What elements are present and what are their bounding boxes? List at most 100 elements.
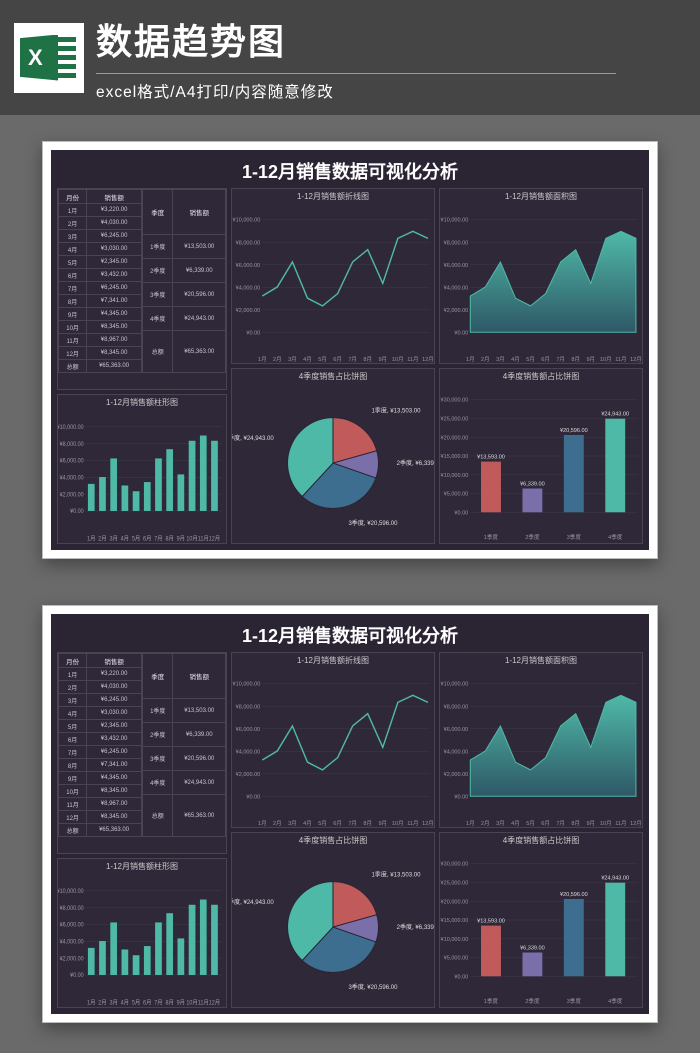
preview-card-1: 1-12月销售数据可视化分析 月份销售额1月¥3,220.002月¥4,030.… [42, 141, 658, 559]
svg-text:2季度: 2季度 [525, 533, 540, 541]
line-chart: 1-12月销售额折线图 ¥0.00¥2,000.00¥4,000.00¥6,00… [231, 652, 435, 828]
svg-text:6月: 6月 [143, 999, 151, 1006]
svg-text:5月: 5月 [526, 820, 535, 827]
svg-text:¥4,000.00: ¥4,000.00 [60, 940, 85, 946]
svg-text:4季度, ¥24,943.00: 4季度, ¥24,943.00 [232, 434, 274, 442]
line-chart: 1-12月销售额折线图 ¥0.00¥2,000.00¥4,000.00¥6,00… [231, 188, 435, 364]
svg-text:6月: 6月 [541, 356, 550, 363]
svg-text:¥2,000.00: ¥2,000.00 [236, 772, 261, 778]
svg-text:2月: 2月 [98, 535, 106, 542]
svg-text:6月: 6月 [333, 356, 342, 363]
svg-text:7月: 7月 [348, 356, 357, 363]
svg-text:2月: 2月 [98, 999, 106, 1006]
svg-text:¥15,000.00: ¥15,000.00 [441, 918, 469, 924]
svg-text:2季度, ¥6,339.00: 2季度, ¥6,339.00 [397, 923, 434, 931]
svg-text:¥10,000.00: ¥10,000.00 [441, 682, 469, 688]
svg-text:3季度: 3季度 [567, 997, 582, 1005]
svg-text:1季度, ¥13,503.00: 1季度, ¥13,503.00 [371, 406, 421, 414]
svg-text:11月: 11月 [615, 356, 626, 363]
sales-table: 月份销售额1月¥3,220.002月¥4,030.003月¥6,245.004月… [58, 189, 226, 373]
svg-text:¥2,000.00: ¥2,000.00 [444, 772, 469, 778]
svg-text:2月: 2月 [273, 356, 282, 363]
svg-text:¥8,000.00: ¥8,000.00 [60, 906, 85, 912]
svg-text:9月: 9月 [378, 356, 387, 363]
svg-text:6月: 6月 [333, 820, 342, 827]
svg-text:7月: 7月 [556, 820, 565, 827]
svg-text:2月: 2月 [481, 820, 490, 827]
svg-text:¥10,000.00: ¥10,000.00 [441, 937, 469, 943]
svg-text:1季度: 1季度 [484, 997, 499, 1005]
svg-text:7月: 7月 [348, 820, 357, 827]
dashboard: 1-12月销售数据可视化分析 月份销售额1月¥3,220.002月¥4,030.… [51, 150, 649, 550]
svg-text:¥0.00: ¥0.00 [454, 510, 468, 516]
preview-card-2: 1-12月销售数据可视化分析 月份销售额1月¥3,220.002月¥4,030.… [42, 605, 658, 1023]
svg-text:¥2,000.00: ¥2,000.00 [60, 956, 85, 962]
svg-text:10月: 10月 [392, 356, 404, 363]
svg-text:4季度, ¥24,943.00: 4季度, ¥24,943.00 [232, 898, 274, 906]
svg-text:¥4,000.00: ¥4,000.00 [444, 285, 469, 291]
svg-text:¥10,000.00: ¥10,000.00 [441, 218, 469, 224]
svg-text:1季度: 1季度 [484, 533, 499, 541]
svg-text:12月: 12月 [630, 820, 642, 827]
svg-text:¥5,000.00: ¥5,000.00 [444, 956, 469, 962]
svg-text:4月: 4月 [511, 356, 520, 363]
svg-text:¥13,593.00: ¥13,593.00 [477, 455, 505, 461]
excel-icon [14, 23, 84, 93]
svg-text:1月: 1月 [258, 356, 267, 363]
svg-text:¥8,000.00: ¥8,000.00 [236, 240, 261, 246]
svg-text:¥0.00: ¥0.00 [454, 794, 468, 800]
svg-text:1月: 1月 [87, 535, 95, 542]
data-table-panel: 月份销售额1月¥3,220.002月¥4,030.003月¥6,245.004月… [57, 652, 227, 854]
svg-text:7月: 7月 [556, 356, 565, 363]
header-subtitle: excel格式/A4打印/内容随意修改 [96, 80, 616, 102]
svg-text:11月: 11月 [198, 999, 209, 1006]
svg-text:1季度, ¥13,503.00: 1季度, ¥13,503.00 [371, 870, 421, 878]
monthly-bar-chart: 1-12月销售额柱形图 ¥0.00¥2,000.00¥4,000.00¥6,00… [57, 858, 227, 1008]
svg-text:12月: 12月 [209, 535, 220, 542]
svg-text:1月: 1月 [87, 999, 95, 1006]
svg-text:9月: 9月 [586, 356, 595, 363]
svg-text:8月: 8月 [165, 535, 173, 542]
svg-text:¥2,000.00: ¥2,000.00 [60, 492, 85, 498]
svg-text:3月: 3月 [496, 820, 505, 827]
svg-text:¥6,339.00: ¥6,339.00 [520, 481, 545, 487]
pie-chart: 4季度销售占比饼图 1季度, ¥13,503.002季度, ¥6,339.003… [231, 832, 435, 1008]
header-rule [96, 73, 616, 74]
svg-text:1月: 1月 [258, 820, 267, 827]
svg-text:¥0.00: ¥0.00 [70, 973, 84, 979]
svg-text:5月: 5月 [318, 356, 327, 363]
quarterly-bar-chart: 4季度销售额占比饼图 ¥0.00¥5,000.00¥10,000.00¥15,0… [439, 832, 643, 1008]
dashboard: 1-12月销售数据可视化分析 月份销售额1月¥3,220.002月¥4,030.… [51, 614, 649, 1014]
svg-text:¥8,000.00: ¥8,000.00 [444, 704, 469, 710]
svg-text:2季度, ¥6,339.00: 2季度, ¥6,339.00 [397, 459, 434, 467]
svg-text:11月: 11月 [407, 820, 418, 827]
svg-text:2季度: 2季度 [525, 997, 540, 1005]
svg-text:5月: 5月 [318, 820, 327, 827]
dashboard-title: 1-12月销售数据可视化分析 [51, 150, 649, 188]
area-chart: 1-12月销售额面积图 ¥0.00¥2,000.00¥4,000.00¥6,00… [439, 188, 643, 364]
svg-text:¥6,000.00: ¥6,000.00 [60, 923, 85, 929]
svg-text:¥4,000.00: ¥4,000.00 [236, 285, 261, 291]
svg-text:4月: 4月 [121, 535, 129, 542]
svg-text:¥24,943.00: ¥24,943.00 [601, 412, 629, 418]
svg-text:¥4,000.00: ¥4,000.00 [236, 749, 261, 755]
svg-text:5月: 5月 [132, 535, 140, 542]
svg-text:¥25,000.00: ¥25,000.00 [441, 416, 469, 422]
svg-text:¥20,000.00: ¥20,000.00 [441, 899, 469, 905]
svg-text:¥13,593.00: ¥13,593.00 [477, 919, 505, 925]
svg-text:¥20,596.00: ¥20,596.00 [560, 428, 588, 434]
svg-text:4月: 4月 [303, 356, 312, 363]
svg-text:¥2,000.00: ¥2,000.00 [444, 308, 469, 314]
svg-text:3季度: 3季度 [567, 533, 582, 541]
svg-text:8月: 8月 [363, 820, 372, 827]
svg-text:3月: 3月 [109, 535, 117, 542]
svg-text:¥6,000.00: ¥6,000.00 [444, 727, 469, 733]
svg-text:4月: 4月 [511, 820, 520, 827]
svg-text:¥8,000.00: ¥8,000.00 [444, 240, 469, 246]
svg-text:¥10,000.00: ¥10,000.00 [58, 889, 84, 895]
svg-text:3季度, ¥20,596.00: 3季度, ¥20,596.00 [348, 519, 398, 527]
svg-text:¥30,000.00: ¥30,000.00 [441, 862, 469, 868]
svg-text:11月: 11月 [407, 356, 418, 363]
sales-table: 月份销售额1月¥3,220.002月¥4,030.003月¥6,245.004月… [58, 653, 226, 837]
svg-text:10月: 10月 [186, 535, 197, 542]
